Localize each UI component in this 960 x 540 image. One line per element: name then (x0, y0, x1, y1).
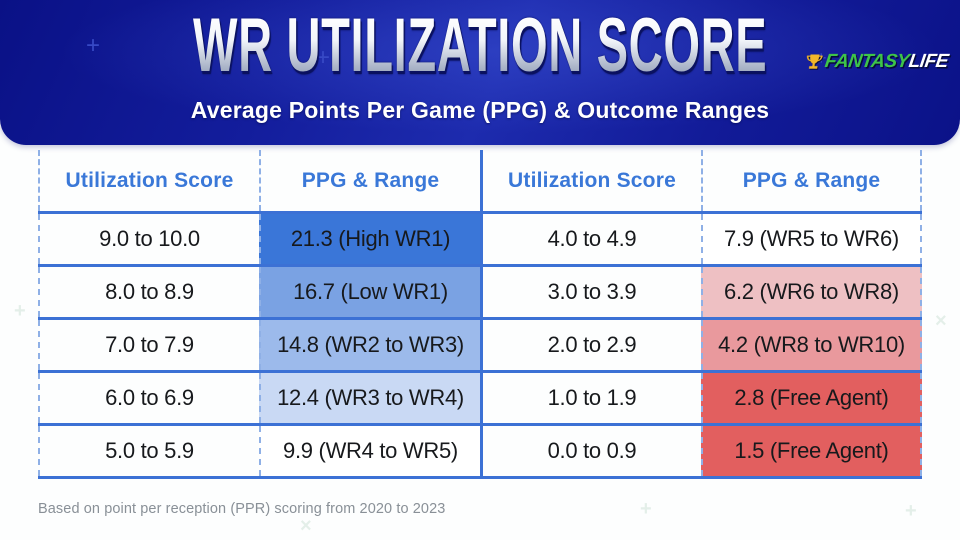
column-header-utilization-score-left: Utilization Score (38, 150, 259, 211)
fantasylife-logo: FANTASY LIFE (804, 51, 950, 73)
table-row: 9.0 to 10.0 21.3 (High WR1) 4.0 to 4.9 7.9 … (38, 211, 922, 264)
doodle-decoration: + (905, 500, 917, 522)
utilization-table: Utilization Score PPG & Range Utilizatio… (38, 150, 922, 479)
logo-text-fantasy: FANTASY (823, 51, 911, 72)
table-header-row: Utilization Score PPG & Range Utilizatio… (38, 150, 922, 211)
doodle-decoration: + (640, 498, 652, 520)
score-cell: 2.0 to 2.9 (480, 320, 701, 370)
score-cell: 3.0 to 3.9 (480, 267, 701, 317)
score-cell: 7.0 to 7.9 (38, 320, 259, 370)
page-subtitle: Average Points Per Game (PPG) & Outcome … (190, 97, 770, 123)
ppg-cell: 9.9 (WR4 to WR5) (259, 426, 480, 476)
score-cell: 6.0 to 6.9 (38, 373, 259, 423)
header-banner: + + + WR UTILIZATION SCORE Average Point… (0, 0, 960, 145)
column-header-utilization-score-right: Utilization Score (480, 150, 701, 211)
ppg-cell: 12.4 (WR3 to WR4) (259, 373, 480, 423)
trophy-icon (807, 54, 823, 69)
table-row: 7.0 to 7.9 14.8 (WR2 to WR3) 2.0 to 2.9 4.2… (38, 317, 922, 370)
ppg-cell: 21.3 (High WR1) (259, 214, 480, 264)
score-cell: 0.0 to 0.9 (480, 426, 701, 476)
ppg-cell: 2.8 (Free Agent) (701, 373, 922, 423)
footnote: Based on point per reception (PPR) scori… (38, 501, 446, 517)
logo-text-life: LIFE (907, 51, 950, 72)
score-cell: 5.0 to 5.9 (38, 426, 259, 476)
page-title: WR UTILIZATION SCORE (192, 3, 768, 88)
column-header-ppg-range-left: PPG & Range (259, 150, 480, 211)
ppg-cell: 14.8 (WR2 to WR3) (259, 320, 480, 370)
doodle-decoration: + (14, 300, 26, 322)
table-row: 5.0 to 5.9 9.9 (WR4 to WR5) 0.0 to 0.9 1.5 … (38, 423, 922, 476)
ppg-cell: 7.9 (WR5 to WR6) (701, 214, 922, 264)
table-row: 6.0 to 6.9 12.4 (WR3 to WR4) 1.0 to 1.9 2.8… (38, 370, 922, 423)
score-cell: 9.0 to 10.0 (38, 214, 259, 264)
ppg-cell: 4.2 (WR8 to WR10) (701, 320, 922, 370)
table-row: 8.0 to 8.9 16.7 (Low WR1) 3.0 to 3.9 6.2 (W… (38, 264, 922, 317)
score-cell: 4.0 to 4.9 (480, 214, 701, 264)
ppg-cell: 16.7 (Low WR1) (259, 267, 480, 317)
doodle-decoration: × (935, 310, 947, 332)
doodle-decoration: × (300, 515, 312, 537)
column-header-ppg-range-right: PPG & Range (701, 150, 922, 211)
ppg-cell: 1.5 (Free Agent) (701, 426, 922, 476)
table-body: 9.0 to 10.0 21.3 (High WR1) 4.0 to 4.9 7.9 … (38, 211, 922, 479)
ppg-cell: 6.2 (WR6 to WR8) (701, 267, 922, 317)
score-cell: 1.0 to 1.9 (480, 373, 701, 423)
score-cell: 8.0 to 8.9 (38, 267, 259, 317)
